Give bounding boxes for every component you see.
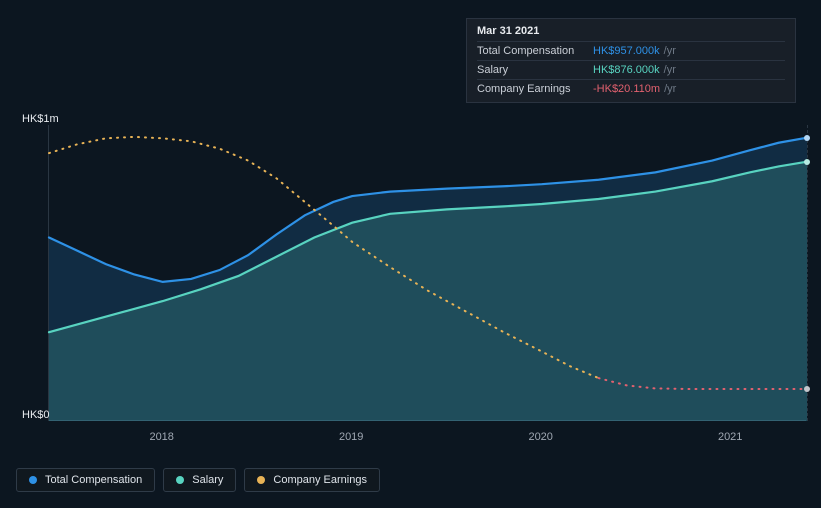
- y-axis-label: HK$1m: [22, 113, 59, 125]
- legend-item-salary[interactable]: Salary: [163, 468, 236, 492]
- x-axis-label: 2019: [339, 431, 363, 443]
- legend-label: Company Earnings: [273, 474, 367, 486]
- chart-hover-line: [807, 125, 808, 421]
- legend-item-company-earnings[interactable]: Company Earnings: [244, 468, 380, 492]
- tooltip-row-label: Company Earnings: [477, 83, 593, 95]
- tooltip-row-unit: /yr: [664, 83, 676, 95]
- tooltip-row-value: -HK$20.110m: [593, 83, 660, 95]
- chart-tooltip: Mar 31 2021 Total CompensationHK$957.000…: [466, 18, 796, 103]
- chart-svg: [49, 125, 807, 421]
- legend-item-total-compensation[interactable]: Total Compensation: [16, 468, 155, 492]
- tooltip-row: SalaryHK$876.000k/yr: [477, 60, 785, 79]
- tooltip-row-label: Salary: [477, 64, 593, 76]
- legend-label: Salary: [192, 474, 223, 486]
- tooltip-row-label: Total Compensation: [477, 45, 593, 57]
- x-axis-label: 2018: [149, 431, 173, 443]
- legend-label: Total Compensation: [45, 474, 142, 486]
- salary-end-marker: [804, 159, 810, 165]
- tooltip-row: Company Earnings-HK$20.110m/yr: [477, 79, 785, 98]
- x-axis-label: 2021: [718, 431, 742, 443]
- chart-legend: Total Compensation Salary Company Earnings: [16, 468, 380, 492]
- legend-swatch: [257, 476, 265, 484]
- legend-swatch: [29, 476, 37, 484]
- tooltip-row-unit: /yr: [664, 64, 676, 76]
- x-axis-label: 2020: [528, 431, 552, 443]
- tooltip-row-value: HK$957.000k: [593, 45, 660, 57]
- compensation-chart: Mar 31 2021 Total CompensationHK$957.000…: [0, 0, 821, 508]
- legend-swatch: [176, 476, 184, 484]
- company_earnings-end-marker: [804, 386, 810, 392]
- tooltip-date: Mar 31 2021: [477, 25, 785, 37]
- total_compensation-end-marker: [804, 135, 810, 141]
- tooltip-row-unit: /yr: [664, 45, 676, 57]
- tooltip-row: Total CompensationHK$957.000k/yr: [477, 41, 785, 60]
- y-axis-label: HK$0: [22, 409, 50, 421]
- tooltip-row-value: HK$876.000k: [593, 64, 660, 76]
- chart-plot-area[interactable]: [48, 125, 806, 421]
